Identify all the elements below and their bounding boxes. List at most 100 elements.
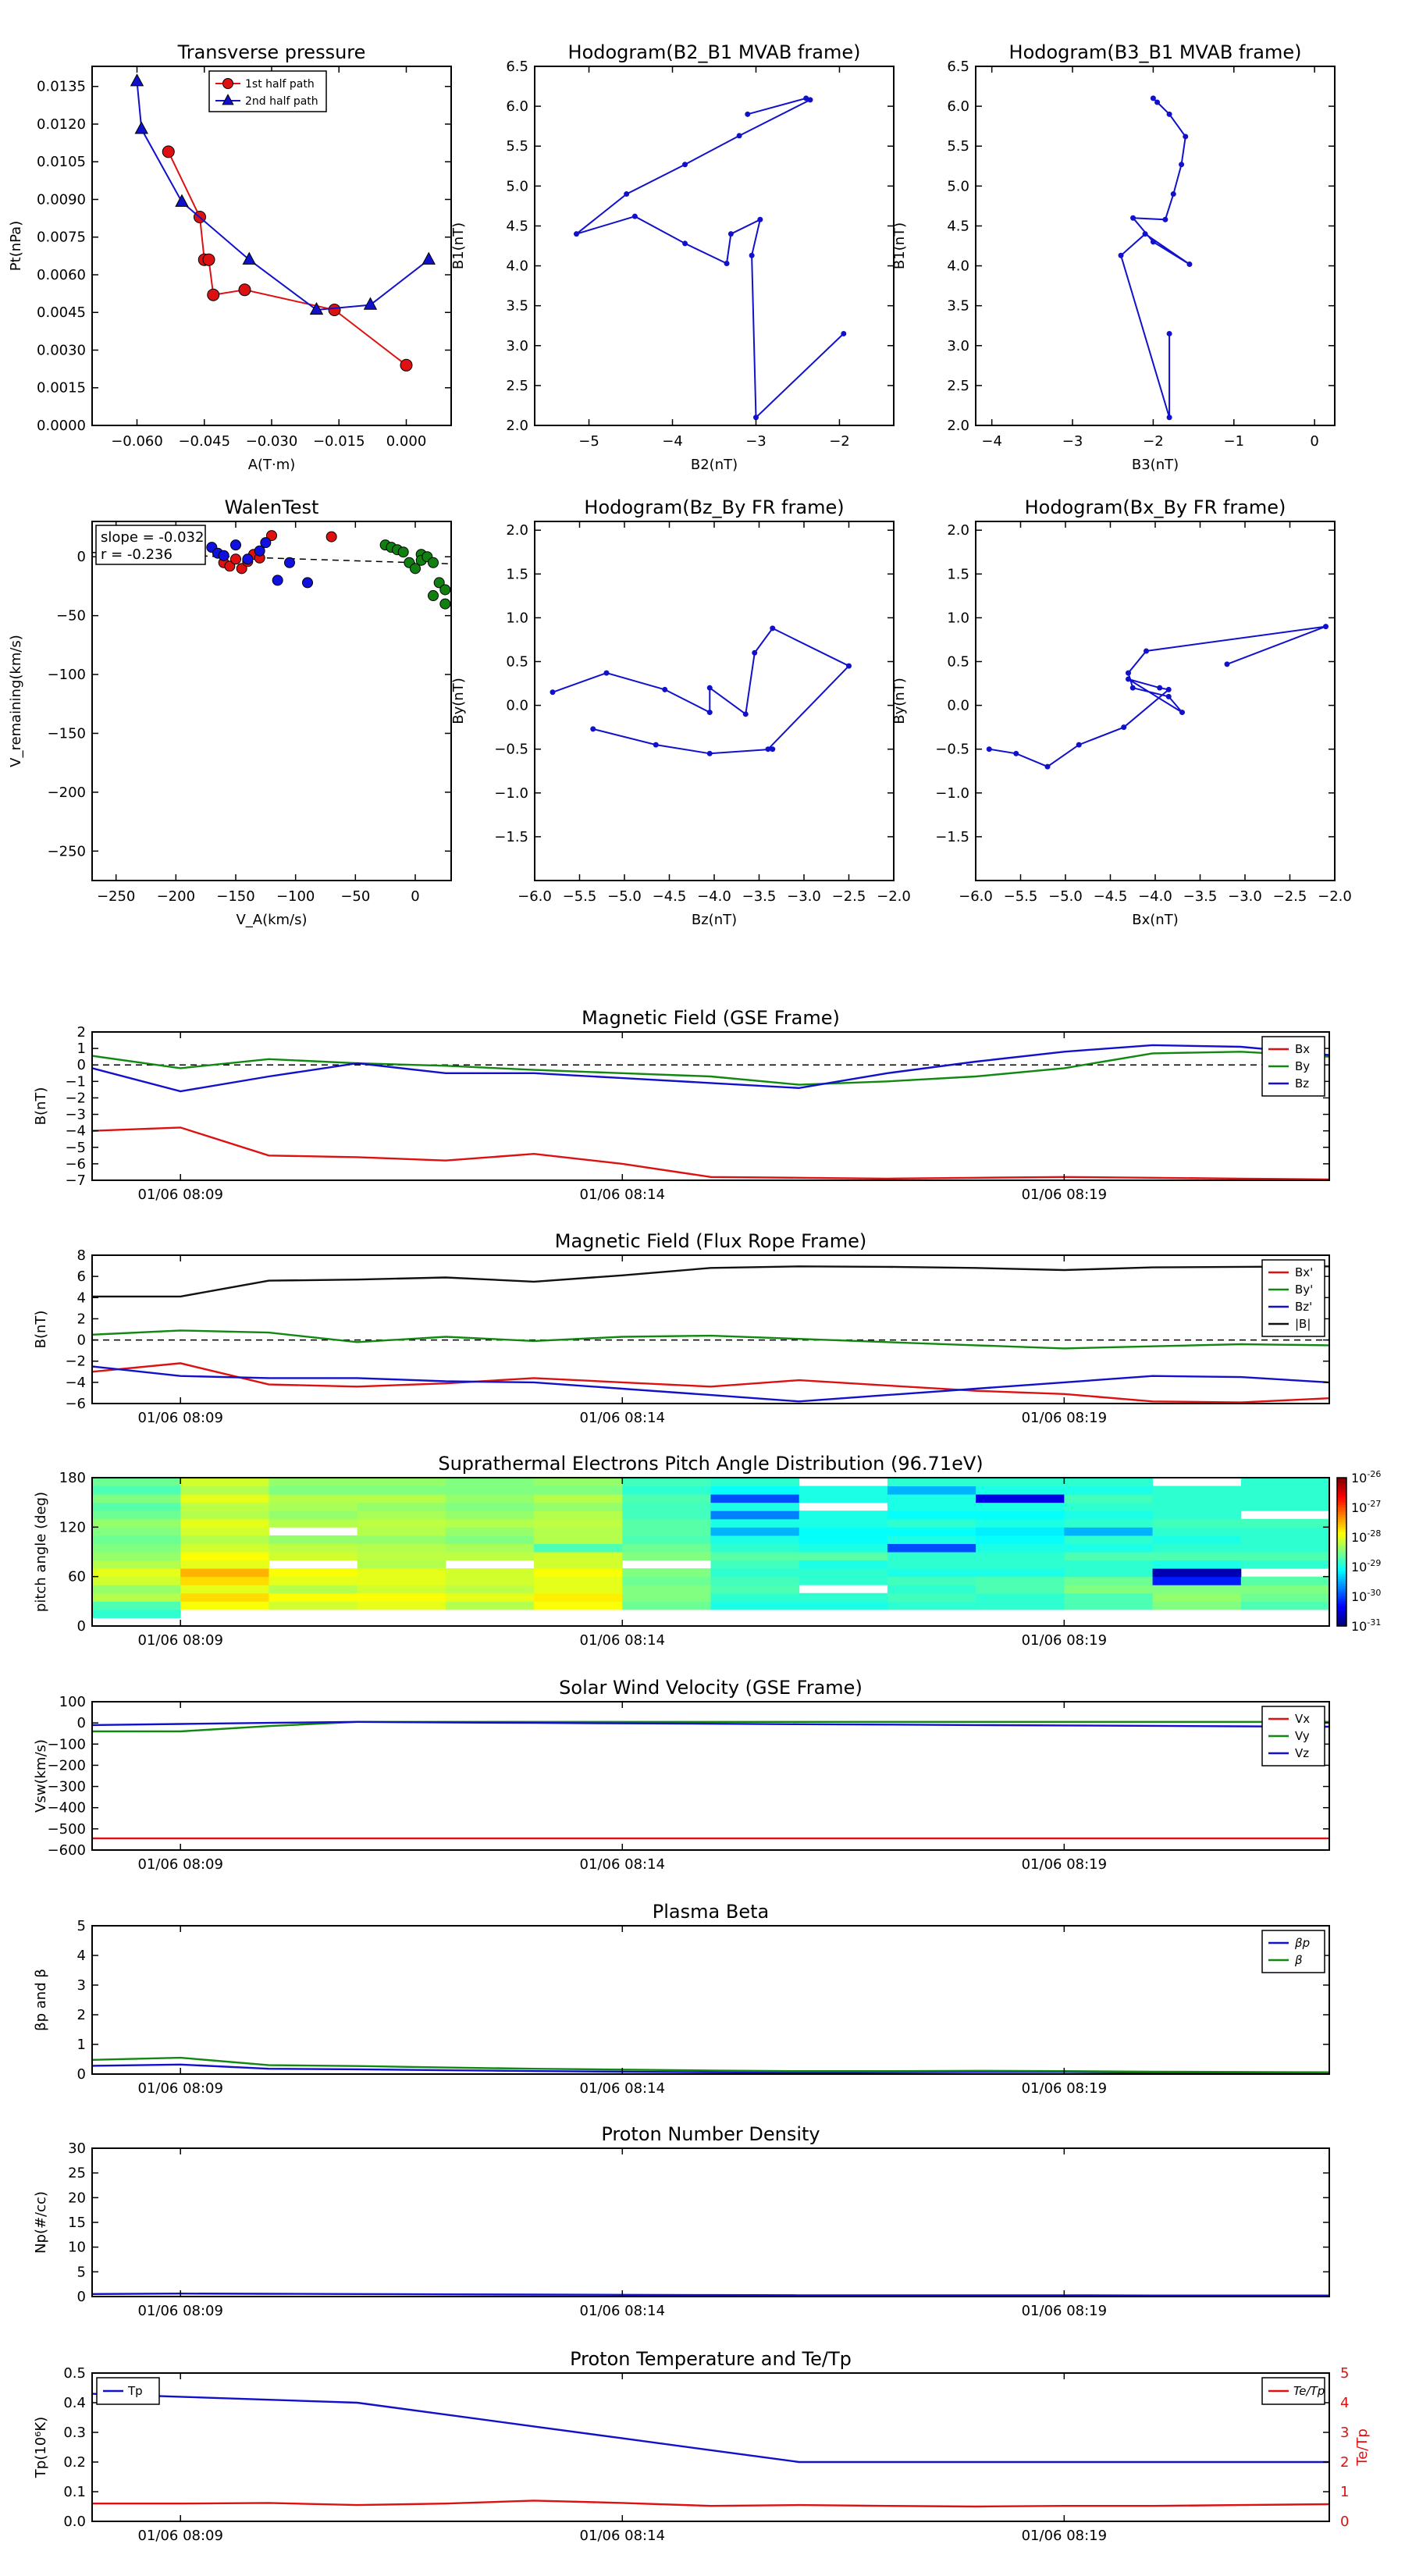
scatter-point — [236, 563, 247, 575]
scatter-point — [410, 563, 421, 575]
x-tick-label: −3.0 — [1228, 888, 1262, 905]
scatter-point — [397, 546, 409, 558]
panel-title: Suprathermal Electrons Pitch Angle Distr… — [438, 1453, 983, 1475]
data-point — [986, 746, 992, 753]
heatmap-cell — [887, 1543, 976, 1553]
scatter-point — [254, 545, 265, 557]
colorbar-segment — [1337, 1534, 1346, 1538]
x-tick-label: −5.0 — [607, 888, 642, 905]
y-tick-label: 0.5 — [947, 654, 969, 671]
x-tick-label: −3.0 — [787, 888, 821, 905]
colorbar-segment — [1337, 1478, 1346, 1481]
colorbar-segment — [1337, 1567, 1346, 1570]
series-line-1 — [136, 81, 429, 311]
panel-title: Magnetic Field (GSE Frame) — [582, 1007, 840, 1029]
x-tick-label: −100 — [276, 888, 315, 905]
heatmap-cell — [92, 1592, 181, 1602]
heatmap-cell — [622, 1568, 711, 1578]
x-tick-label: 0 — [1310, 433, 1318, 450]
y-tick-label: 100 — [59, 1694, 86, 1710]
panel-transverse: Transverse pressure 0.0000 0.0015 0.0030 0.0… — [8, 41, 452, 473]
heatmap-cell — [445, 1568, 535, 1578]
heatmap-cell — [92, 1552, 181, 1561]
colorbar-frame — [1336, 1477, 1347, 1627]
data-point — [807, 97, 813, 103]
heatmap-cell — [1240, 1543, 1329, 1553]
data-point — [1013, 750, 1019, 756]
heatmap-cell — [622, 1478, 711, 1487]
y-tick-label: 0.0120 — [37, 116, 86, 133]
heatmap-cell — [622, 1510, 711, 1520]
y-tick-label: 60 — [68, 1569, 86, 1585]
series-line-0 — [1119, 98, 1190, 418]
scatter-point — [428, 557, 439, 568]
series-line-0 — [552, 627, 851, 755]
data-point — [752, 649, 758, 656]
x-axis-label: Bx(nT) — [1132, 912, 1178, 928]
colorbar-segment — [1337, 1596, 1346, 1599]
data-point — [175, 194, 189, 207]
data-point — [1165, 686, 1172, 692]
heatmap-cell — [180, 1560, 269, 1569]
heatmap-cell — [92, 1560, 181, 1569]
data-point — [207, 288, 220, 301]
annotation-box — [95, 525, 206, 565]
y-tick-label: 5 — [77, 2264, 86, 2280]
legend-label: Vx — [1295, 1712, 1310, 1726]
scatter-point — [325, 531, 337, 543]
heatmap-cell — [1152, 1485, 1242, 1495]
series-line-0 — [92, 1126, 1329, 1180]
plot-area — [550, 625, 852, 756]
y-axis-label: B(nT) — [33, 1087, 49, 1126]
heatmap-cell — [887, 1592, 976, 1602]
colorbar-segment — [1337, 1542, 1346, 1546]
panel-vsw: Solar Wind Velocity (GSE Frame) −600 −500 −… — [33, 1677, 1330, 1873]
x-tick-label: 01/06 08:14 — [580, 2528, 665, 2544]
panel-title: Proton Number Density — [601, 2123, 820, 2145]
heatmap-cell — [180, 1510, 269, 1520]
x-tick-label: 01/06 08:09 — [137, 1856, 222, 1873]
heatmap-cell — [710, 1527, 800, 1536]
heatmap-cell — [445, 1601, 535, 1610]
y-tick-label: 4.0 — [947, 258, 969, 275]
panel-title: WalenTest — [225, 496, 319, 518]
heatmap-cell — [445, 1552, 535, 1561]
x-tick-label: −5 — [578, 433, 599, 450]
colorbar-tick-label: 10-30 — [1351, 1588, 1381, 1604]
x-tick-label: 01/06 08:09 — [137, 2303, 222, 2319]
heatmap-cell — [357, 1552, 446, 1561]
y-tick-label: −7 — [65, 1172, 86, 1189]
panel-title: Transverse pressure — [177, 41, 366, 63]
x-axis-label: B3(nT) — [1132, 457, 1179, 473]
data-point — [550, 689, 556, 696]
y-axis-label: By(nT) — [891, 678, 908, 724]
y-tick-label: 0 — [77, 1618, 86, 1635]
panel-b_fr: Magnetic Field (Flux Rope Frame) −6 −4 −2 0 2… — [33, 1230, 1330, 1426]
y-tick-label: 5.5 — [947, 138, 969, 155]
data-point — [1121, 724, 1127, 731]
y2-tick-label: 4 — [1340, 2395, 1349, 2411]
plot-area — [92, 1044, 1329, 1180]
colorbar-segment — [1337, 1586, 1346, 1590]
heatmap-cell — [1152, 1585, 1242, 1594]
colorbar-segment — [1337, 1514, 1346, 1518]
x-tick-label: −4.0 — [697, 888, 731, 905]
heatmap-cell — [887, 1478, 976, 1487]
y-tick-label: 8 — [77, 1247, 86, 1264]
data-point — [238, 283, 251, 297]
x-axis-label: A(T·m) — [248, 457, 296, 473]
data-point — [1130, 215, 1136, 221]
data-point — [162, 145, 175, 158]
heatmap-cell — [269, 1552, 358, 1561]
heatmap-cell — [710, 1518, 800, 1528]
panel-tp: Proton Temperature and Te/Tp 0.0 0.1 0.2 0.3… — [33, 2348, 1371, 2544]
colorbar-segment — [1337, 1546, 1346, 1550]
heatmap-cell — [92, 1543, 181, 1553]
x-tick-label: 01/06 08:19 — [1022, 2303, 1107, 2319]
panel-b_gse: Magnetic Field (GSE Frame) −7−6−5−4−3−2−1… — [33, 1007, 1330, 1203]
heatmap-cell — [92, 1518, 181, 1528]
series-line-0 — [92, 2393, 1329, 2464]
heatmap-cell — [445, 1585, 535, 1594]
colorbar-segment — [1337, 1529, 1346, 1533]
